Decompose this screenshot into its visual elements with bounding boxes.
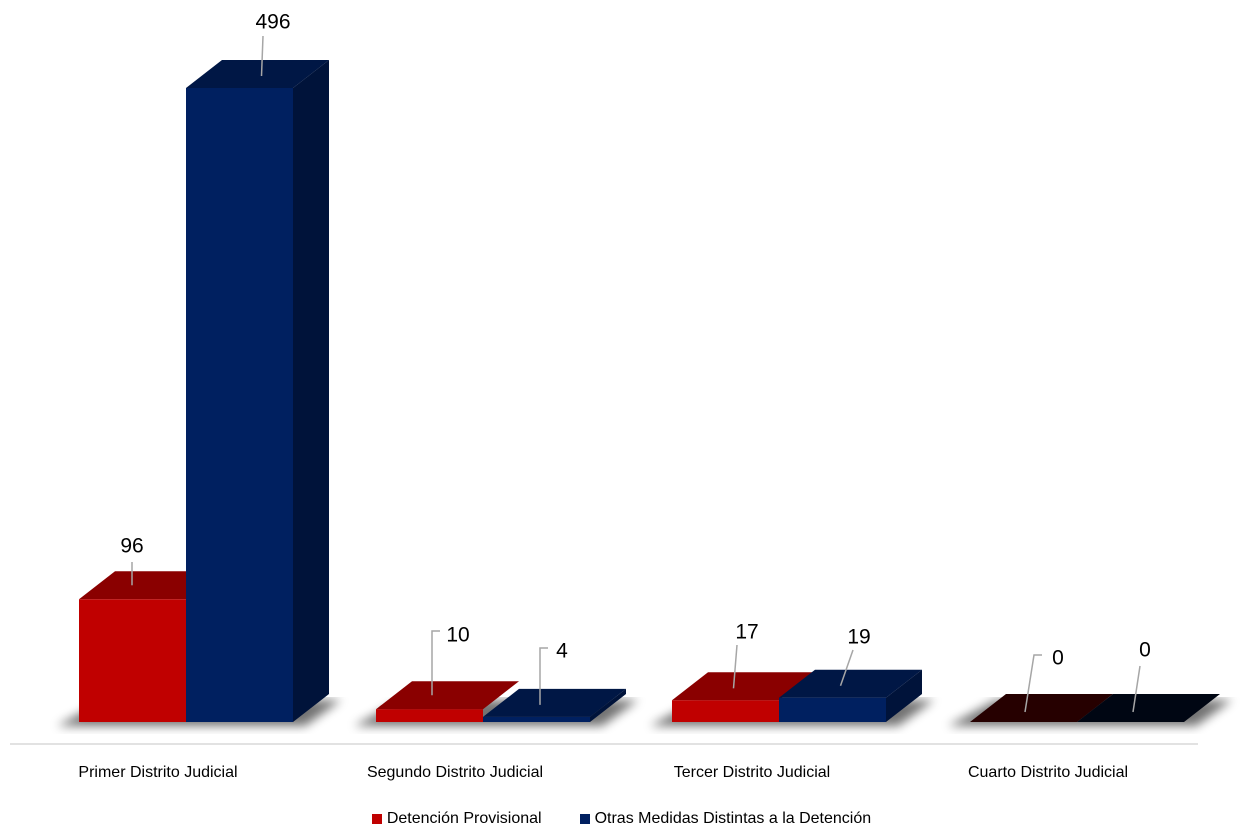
bar-top-face (483, 688, 626, 717)
legend-swatch-red (371, 814, 382, 824)
data-label-leader-line (260, 35, 264, 77)
data-label: 0 (1052, 647, 1064, 670)
data-label-leader-line (1024, 654, 1042, 713)
bar-front-face (376, 709, 483, 722)
bar-side-face (293, 60, 329, 722)
bar-front-face (483, 716, 590, 722)
legend-label: Detención Provisional (386, 810, 542, 827)
data-label: 0 (1139, 639, 1151, 662)
bar-side-face (886, 669, 922, 722)
legend-item-otras-medidas: Otras Medidas Distintas a la Detención (579, 810, 872, 828)
category-label: Tercer Distrito Judicial (674, 764, 830, 781)
legend-swatch-blue (579, 814, 590, 824)
category-label: Segundo Distrito Judicial (367, 764, 543, 781)
data-label-leader-line (839, 649, 854, 686)
data-label-leader-line (1132, 665, 1141, 713)
bar-front-face (79, 599, 186, 722)
bar-front-face (672, 700, 779, 722)
category-label: Primer Distrito Judicial (78, 764, 237, 781)
bar-top-face (186, 60, 329, 88)
bar-detencion-provisional-4 (970, 694, 1113, 722)
bar-top-face (1077, 694, 1220, 722)
bar-side-face (590, 688, 626, 722)
legend-item-detencion: Detención Provisional (371, 810, 542, 828)
category-label: Cuarto Distrito Judicial (968, 764, 1128, 781)
bar-detencion-provisional-3 (672, 672, 815, 722)
data-label: 10 (446, 624, 469, 647)
bar-otras-medidas-2 (483, 688, 626, 722)
data-label: 96 (120, 535, 143, 558)
bar-top-face (376, 681, 519, 710)
legend-label: Otras Medidas Distintas a la Detención (594, 810, 872, 827)
bar-otras-medidas-1 (186, 60, 329, 722)
data-label-leader-line (539, 647, 548, 705)
bar-otras-medidas-4 (1077, 694, 1220, 722)
data-label-leader-line (732, 644, 738, 689)
bar-otras-medidas-3 (779, 669, 922, 722)
bar-detencion-provisional-2 (376, 681, 519, 722)
bar-top-face (779, 669, 922, 698)
data-label: 4 (556, 640, 568, 663)
data-label-leader-line (431, 630, 440, 696)
legend: Detención Provisional Otras Medidas Dist… (0, 809, 1243, 829)
data-label: 17 (735, 621, 758, 644)
bar-top-face (672, 672, 815, 701)
data-label: 19 (847, 626, 870, 649)
data-label: 496 (255, 11, 290, 34)
bar-top-face (970, 694, 1113, 722)
bar-front-face (186, 88, 293, 722)
bar-front-face (779, 697, 886, 722)
